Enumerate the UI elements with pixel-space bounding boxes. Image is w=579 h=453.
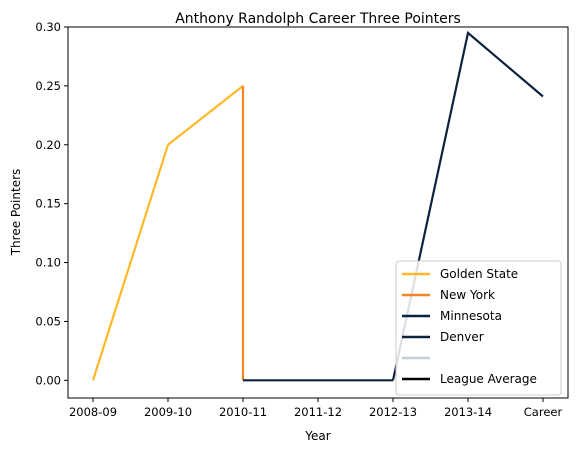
x-tick-label: 2011-12 bbox=[294, 405, 342, 419]
legend-frame bbox=[395, 260, 562, 396]
y-tick-label: 0.20 bbox=[35, 138, 61, 152]
x-tick-label: 2009-10 bbox=[144, 405, 192, 419]
x-tick-label: 2012-13 bbox=[369, 405, 417, 419]
x-axis-label: Year bbox=[304, 429, 330, 443]
chart-title: Anthony Randolph Career Three Pointers bbox=[175, 11, 461, 27]
x-axis: 2008-09 2009-10 2010-11 2011-12 2012-13 2013-… bbox=[69, 398, 563, 419]
legend-label: New York bbox=[440, 288, 495, 302]
y-axis: 0.00 0.05 0.10 0.15 0.20 0.25 0.30 bbox=[35, 20, 68, 387]
y-axis-label: Three Pointers bbox=[9, 169, 23, 257]
legend-label: League Average bbox=[440, 372, 537, 386]
y-tick-label: 0.05 bbox=[35, 314, 61, 328]
x-tick-label: Career bbox=[524, 405, 563, 419]
x-tick-label: 2008-09 bbox=[69, 405, 117, 419]
y-tick-label: 0.10 bbox=[35, 256, 61, 270]
x-tick-label: 2013-14 bbox=[444, 405, 492, 419]
legend: Golden State New York Minnesota Denver Leagu… bbox=[395, 260, 562, 396]
series-lines bbox=[91, 30, 544, 382]
x-tick-label: 2010-11 bbox=[219, 405, 267, 419]
series-line-golden-state bbox=[91, 85, 244, 381]
legend-label: Denver bbox=[440, 330, 484, 344]
y-tick-label: 0.15 bbox=[35, 197, 61, 211]
y-tick-label: 0.25 bbox=[35, 79, 61, 93]
y-tick-label: 0.30 bbox=[35, 20, 61, 34]
legend-label: Minnesota bbox=[440, 309, 502, 323]
y-tick-label: 0.00 bbox=[35, 373, 61, 387]
legend-label: Golden State bbox=[440, 267, 518, 281]
